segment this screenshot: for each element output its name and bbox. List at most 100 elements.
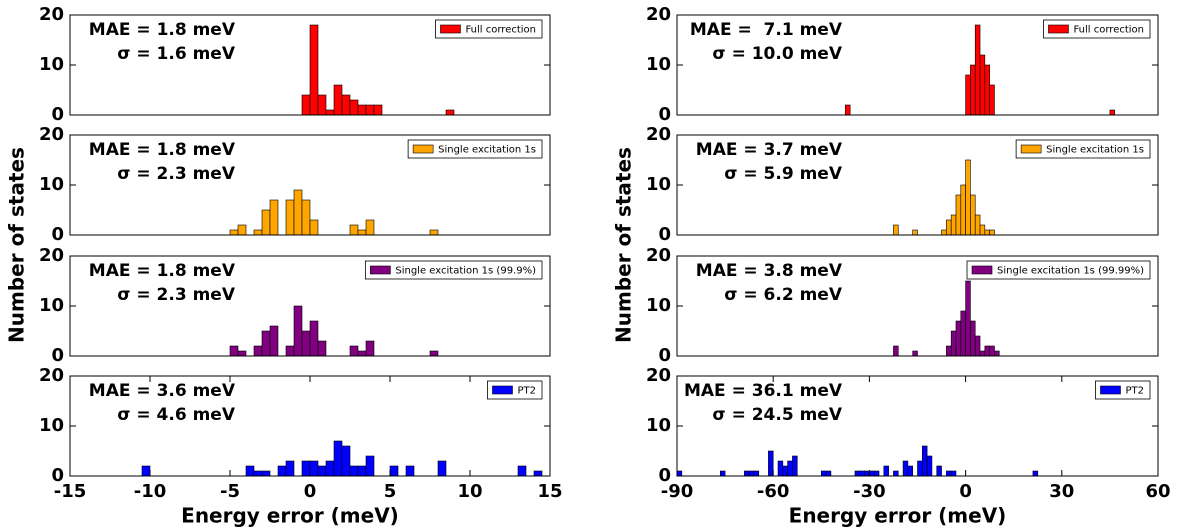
histogram-bar [965,280,971,357]
legend-label: Single excitation 1s (99.9%) [395,266,536,277]
annotation: MAE = 1.8 meV [89,20,236,40]
x-tick-label: -5 [220,481,240,502]
y-tick-label: 10 [646,174,671,195]
histogram-bar [787,460,793,477]
y-tick-label: 20 [39,4,64,25]
histogram-bar [237,224,247,236]
histogram-bar [979,350,986,357]
y-tick-label: 0 [658,224,671,245]
histogram-bar [269,325,279,357]
histogram-bar [893,470,899,477]
histogram-bar [902,460,909,477]
histogram-bar [960,184,966,236]
y-tick-label: 0 [658,465,671,486]
histogram-bar [950,330,957,357]
histogram-bar [719,470,726,477]
histogram-bar [293,189,303,236]
x-tick-label: 5 [384,481,397,502]
histogram-bar [950,470,957,477]
legend-swatch [971,265,993,275]
legend-label: PT2 [517,386,536,397]
annotation: σ = 5.9 meV [724,164,843,184]
histogram-bar [301,94,311,116]
histogram-bar [974,24,981,116]
histogram-bar [970,320,976,357]
y-tick-label: 20 [646,245,671,266]
y-tick-label: 10 [646,415,671,436]
legend-box [966,260,1151,280]
histogram-bar [333,84,343,116]
x-tick-label: -60 [757,481,790,502]
legend-box [1015,139,1151,159]
histogram-bar [341,445,351,477]
histogram-bar [357,465,367,477]
histogram-bar [950,214,957,236]
histogram-bar [349,465,359,477]
histogram-bar [907,465,913,477]
legend-swatch [492,385,513,395]
histogram-bar [869,470,875,477]
legend-box [364,260,543,280]
histogram-bar [309,460,319,477]
histogram-bar [893,224,899,236]
histogram-bar [229,229,239,236]
histogram-bar [309,24,319,116]
histogram-bar [373,104,383,116]
histogram-bar [253,470,263,477]
histogram-bar [517,465,527,477]
y-tick-label: 20 [39,245,64,266]
x-tick-label: 10 [457,481,482,502]
histogram-bar [960,310,966,357]
histogram-bar [883,465,889,477]
annotation: σ = 4.6 meV [117,405,236,425]
histogram-bar [984,229,990,236]
histogram-bar [845,104,851,116]
x-tick-label: 0 [304,481,317,502]
legend-box [1095,380,1151,400]
histogram-bar [357,104,367,116]
legend-swatch [440,24,461,34]
histogram-bar [994,350,1000,357]
x-tick-label: -90 [661,481,694,502]
y-tick-label: 20 [39,124,64,145]
x-tick-label: 30 [1049,481,1074,502]
histogram-bar [253,229,263,236]
histogram-bar [349,345,359,357]
histogram-bar [873,470,880,477]
histogram-bar [253,345,263,357]
legend-swatch [412,144,434,154]
y-tick-label: 0 [51,224,64,245]
histogram-bar [301,460,311,477]
histogram-bar [893,345,899,357]
histogram-bar [309,219,319,236]
legend: Single excitation 1s [1015,139,1151,159]
histogram-bar [141,465,151,477]
y-tick-label: 0 [51,104,64,125]
annotation: σ = 10.0 meV [712,44,842,64]
histogram-bar [365,340,375,357]
histogram-bar [984,64,990,116]
y-tick-label: 10 [39,54,64,75]
legend: Single excitation 1s (99.9%) [364,260,543,280]
histogram-bar [429,350,439,357]
histogram-bar [429,229,439,236]
histogram-bar [859,470,865,477]
histogram-bar [984,345,990,357]
y-tick-label: 20 [646,124,671,145]
histogram-bar [777,460,784,477]
x-axis-label: Energy error (meV) [789,504,1007,528]
legend-box [487,380,543,400]
histogram-bar [277,465,287,477]
histogram-bar [357,350,367,357]
histogram-bar [325,109,335,116]
histogram-bar [974,335,981,357]
legend-label: Single excitation 1s [1046,145,1144,156]
histogram-bar [357,229,367,236]
histogram-bar [285,199,295,236]
annotation: σ = 2.3 meV [117,285,236,305]
legend: Single excitation 1s [407,139,543,159]
histogram-bar [768,450,774,477]
histogram-bar [245,465,255,477]
y-tick-label: 20 [646,4,671,25]
histogram-bar [922,445,928,477]
